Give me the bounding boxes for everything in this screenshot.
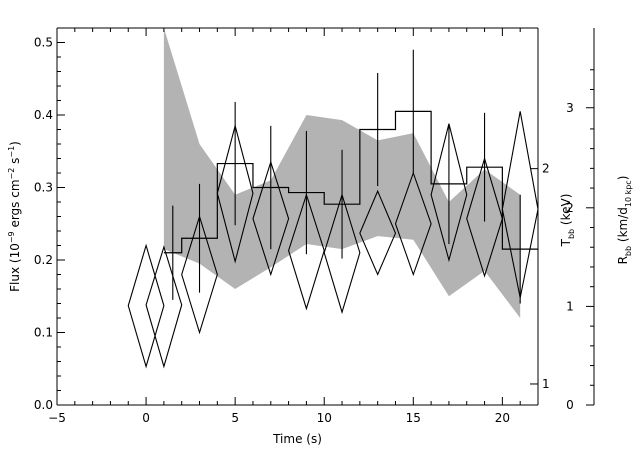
y-tick-label: 0.5	[34, 36, 53, 50]
temperature-tick-label: 2	[542, 162, 550, 176]
temperature-diamond	[288, 192, 325, 311]
temperature-diamond	[359, 189, 397, 276]
y-tick-label: 0.1	[34, 326, 53, 340]
temperature-diamond	[181, 214, 218, 335]
radius-tick-label: 0	[566, 398, 574, 412]
y-tick-label: 0.0	[34, 398, 53, 412]
temperature-diamond	[216, 123, 254, 264]
x-tick-label: 10	[317, 411, 332, 425]
temperature-diamond	[127, 243, 165, 369]
radius-tick-label: 3	[566, 101, 574, 115]
temperature-tick-label: 1	[542, 377, 550, 391]
temperature-diamond	[394, 171, 432, 277]
y-tick-label: 0.4	[34, 108, 53, 122]
temperature-diamond	[252, 160, 290, 277]
data-layer	[127, 49, 539, 369]
temperature-diamond	[145, 245, 183, 369]
x-tick-label: 0	[142, 411, 150, 425]
x-tick-label: 20	[495, 411, 510, 425]
x-tick-label: −5	[48, 411, 66, 425]
radius-tick-label: 1	[566, 299, 574, 313]
temperature-diamond	[466, 156, 503, 278]
y-tick-label: 0.3	[34, 181, 53, 195]
y-tick-label: 0.2	[34, 253, 53, 267]
radius-tick-label: 2	[566, 201, 574, 215]
y-axis-title: Flux (10−9 ergs cm−2 s−1)	[7, 141, 22, 292]
temperature-diamond	[501, 111, 539, 298]
radius-axis-title: Rbb (km/d10 kpc)	[616, 176, 633, 265]
temperature-axis-title: Tbb (keV)	[559, 194, 576, 248]
temperature-diamond	[430, 123, 468, 263]
x-tick-label: 15	[406, 411, 421, 425]
x-axis-title: Time (s)	[272, 432, 322, 446]
x-tick-label: 5	[231, 411, 239, 425]
temperature-diamond	[323, 192, 361, 315]
